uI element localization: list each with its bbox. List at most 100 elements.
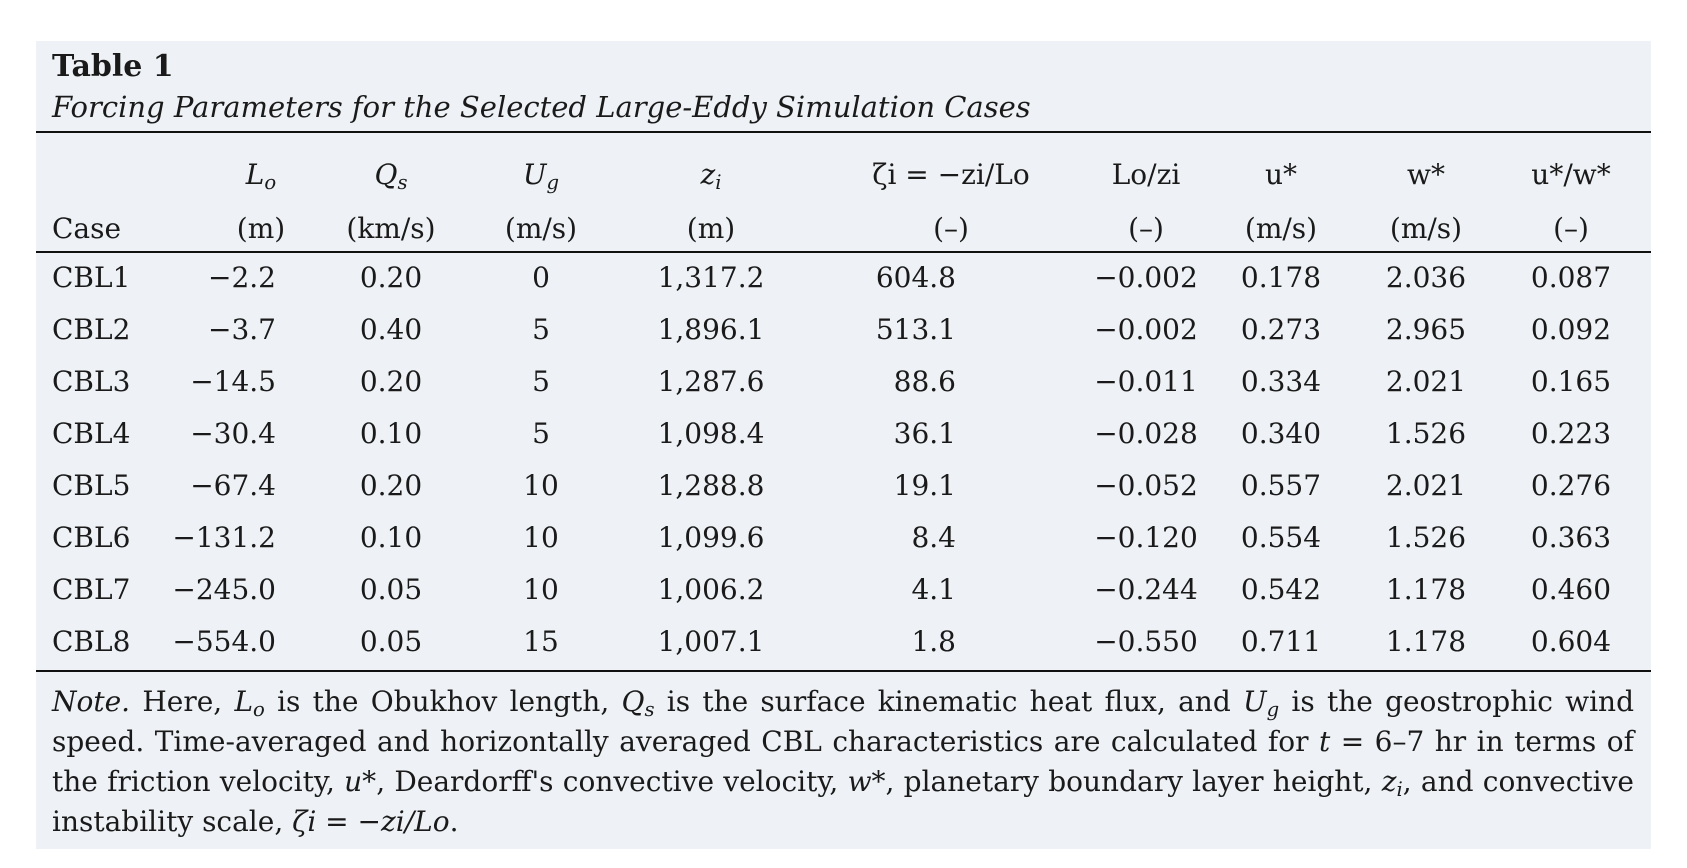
lozi-cell: −0.052 xyxy=(1094,469,1198,502)
header-lo-symbol: Lo xyxy=(245,158,277,194)
ug-cell: 10 xyxy=(523,521,559,554)
qs-cell: 0.10 xyxy=(359,417,423,450)
lozi-cell: −0.550 xyxy=(1094,625,1198,658)
case-cell: CBL2 xyxy=(52,313,131,346)
header-ustar-unit: (m/s) xyxy=(1244,212,1318,245)
lozi-cell: −0.002 xyxy=(1094,313,1198,346)
lozi-cell: −0.028 xyxy=(1094,417,1198,450)
ustar-cell: 0.178 xyxy=(1240,261,1322,294)
wstar-cell: 1.178 xyxy=(1385,573,1467,606)
header-qs-symbol: Qs xyxy=(374,158,408,194)
ratio-cell: 0.276 xyxy=(1530,469,1612,502)
qs-cell: 0.20 xyxy=(359,261,423,294)
zi-cell: 1,098.4 xyxy=(657,417,765,450)
ustar-cell: 0.711 xyxy=(1240,625,1322,658)
ratio-cell: 0.604 xyxy=(1530,625,1612,658)
note-label: Note. xyxy=(52,685,131,718)
header-zeta-unit: (–) xyxy=(933,212,969,245)
lo-cell: −554.0 xyxy=(172,625,276,658)
table-row: CBL6 −131.2 0.10 10 1,099.6 8.4 −0.120 0… xyxy=(36,518,1651,558)
qs-cell: 0.40 xyxy=(359,313,423,346)
wstar-cell: 2.021 xyxy=(1385,365,1467,398)
zi-cell: 1,288.8 xyxy=(657,469,765,502)
table-row: CBL4 −30.4 0.10 5 1,098.4 36.1 −0.028 0.… xyxy=(36,414,1651,454)
table-row: CBL7 −245.0 0.05 10 1,006.2 4.1 −0.244 0… xyxy=(36,570,1651,610)
lozi-cell: −0.244 xyxy=(1094,573,1198,606)
lo-cell: −67.4 xyxy=(190,469,276,502)
ratio-cell: 0.165 xyxy=(1530,365,1612,398)
ug-cell: 15 xyxy=(523,625,559,658)
wstar-cell: 2.036 xyxy=(1385,261,1467,294)
zi-cell: 1,287.6 xyxy=(657,365,765,398)
ustar-cell: 0.542 xyxy=(1240,573,1322,606)
case-cell: CBL8 xyxy=(52,625,131,658)
ug-cell: 5 xyxy=(532,313,550,346)
header-rule xyxy=(36,251,1651,253)
lozi-cell: −0.011 xyxy=(1094,365,1198,398)
zi-cell: 1,006.2 xyxy=(657,573,765,606)
ratio-cell: 0.460 xyxy=(1530,573,1612,606)
ustar-cell: 0.334 xyxy=(1240,365,1322,398)
header-wstar-symbol: w* xyxy=(1407,158,1445,191)
qs-cell: 0.10 xyxy=(359,521,423,554)
header-lozi-symbol: Lo/zi xyxy=(1111,158,1181,191)
case-cell: CBL4 xyxy=(52,417,131,450)
lo-cell: −2.2 xyxy=(208,261,276,294)
header-wstar-unit: (m/s) xyxy=(1389,212,1463,245)
table-title: Table 1 xyxy=(52,49,174,84)
ug-cell: 5 xyxy=(532,417,550,450)
wstar-cell: 2.965 xyxy=(1385,313,1467,346)
table-subtitle: Forcing Parameters for the Selected Larg… xyxy=(52,90,1031,124)
case-cell: CBL3 xyxy=(52,365,131,398)
ug-cell: 5 xyxy=(532,365,550,398)
header-ratio-symbol: u*/w* xyxy=(1531,158,1611,191)
ug-cell: 10 xyxy=(523,469,559,502)
zeta-cell: 36.1 xyxy=(893,417,956,450)
qs-cell: 0.20 xyxy=(359,469,423,502)
header-ustar-symbol: u* xyxy=(1264,158,1298,191)
zeta-cell: 604.8 xyxy=(875,261,956,294)
case-cell: CBL1 xyxy=(52,261,131,294)
ratio-cell: 0.087 xyxy=(1530,261,1612,294)
lo-cell: −131.2 xyxy=(172,521,276,554)
table-row: CBL8 −554.0 0.05 15 1,007.1 1.8 −0.550 0… xyxy=(36,622,1651,662)
lozi-cell: −0.120 xyxy=(1094,521,1198,554)
qs-cell: 0.20 xyxy=(359,365,423,398)
ratio-cell: 0.223 xyxy=(1530,417,1612,450)
ug-cell: 10 xyxy=(523,573,559,606)
ustar-cell: 0.273 xyxy=(1240,313,1322,346)
header-symbols-row: Lo Qs Ug zi ζi = −zi/Lo Lo/zi u* w* u*/w… xyxy=(36,155,1651,195)
case-cell: CBL5 xyxy=(52,469,131,502)
ratio-cell: 0.363 xyxy=(1530,521,1612,554)
header-ratio-unit: (–) xyxy=(1553,212,1589,245)
lo-cell: −14.5 xyxy=(190,365,276,398)
wstar-cell: 1.526 xyxy=(1385,521,1467,554)
wstar-cell: 1.178 xyxy=(1385,625,1467,658)
ustar-cell: 0.557 xyxy=(1240,469,1322,502)
zi-cell: 1,007.1 xyxy=(657,625,765,658)
header-qs-unit: (km/s) xyxy=(346,212,436,245)
table-row: CBL1 −2.2 0.20 0 1,317.2 604.8 −0.002 0.… xyxy=(36,258,1651,298)
ug-cell: 0 xyxy=(532,261,550,294)
header-ug-unit: (m/s) xyxy=(504,212,578,245)
table-row: CBL5 −67.4 0.20 10 1,288.8 19.1 −0.052 0… xyxy=(36,466,1651,506)
zeta-cell: 19.1 xyxy=(893,469,956,502)
zi-cell: 1,099.6 xyxy=(657,521,765,554)
table-panel: Table 1 Forcing Parameters for the Selec… xyxy=(36,41,1651,849)
header-zeta-symbol: ζi = −zi/Lo xyxy=(872,158,1030,191)
zeta-cell: 8.4 xyxy=(911,521,956,554)
header-zi-symbol: zi xyxy=(700,158,722,194)
zi-cell: 1,317.2 xyxy=(657,261,765,294)
header-ug-symbol: Ug xyxy=(522,158,560,194)
table-row: CBL3 −14.5 0.20 5 1,287.6 88.6 −0.011 0.… xyxy=(36,362,1651,402)
qs-cell: 0.05 xyxy=(359,625,423,658)
lozi-cell: −0.002 xyxy=(1094,261,1198,294)
ustar-cell: 0.340 xyxy=(1240,417,1322,450)
zeta-cell: 88.6 xyxy=(893,365,956,398)
lo-cell: −30.4 xyxy=(190,417,276,450)
header-lozi-unit: (–) xyxy=(1128,212,1164,245)
qs-cell: 0.05 xyxy=(359,573,423,606)
wstar-cell: 1.526 xyxy=(1385,417,1467,450)
zi-cell: 1,896.1 xyxy=(657,313,765,346)
table-note: Note. Here, Lo is the Obukhov length, Qs… xyxy=(52,685,1635,838)
